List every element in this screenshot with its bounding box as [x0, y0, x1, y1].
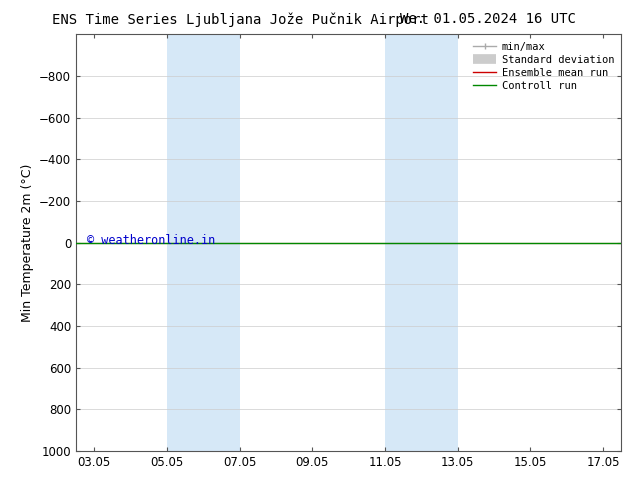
Text: ENS Time Series Ljubljana Jože Pučnik Airport: ENS Time Series Ljubljana Jože Pučnik Ai…	[53, 12, 429, 27]
Text: We. 01.05.2024 16 UTC: We. 01.05.2024 16 UTC	[400, 12, 576, 26]
Text: © weatheronline.in: © weatheronline.in	[87, 234, 215, 247]
Legend: min/max, Standard deviation, Ensemble mean run, Controll run: min/max, Standard deviation, Ensemble me…	[469, 37, 618, 95]
Bar	[385, 34, 458, 451]
Y-axis label: Min Temperature 2m (°C): Min Temperature 2m (°C)	[20, 163, 34, 322]
Bar	[167, 34, 240, 451]
